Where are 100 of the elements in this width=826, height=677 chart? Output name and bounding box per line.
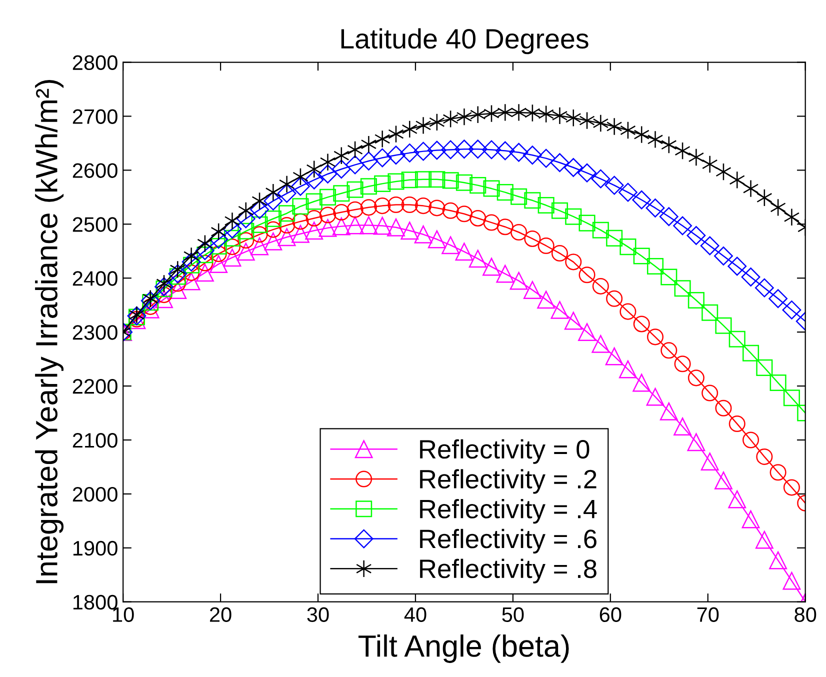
point: [496, 184, 514, 201]
point: [538, 237, 554, 254]
point: [550, 153, 570, 172]
point: [291, 176, 310, 196]
point: [319, 188, 336, 206]
point: [468, 140, 488, 159]
legend-label: Reflectivity = 0: [420, 439, 590, 464]
point: [251, 226, 268, 243]
point: [770, 464, 786, 481]
point: [441, 140, 460, 160]
point: [224, 230, 240, 246]
point: [373, 216, 392, 235]
point: [783, 479, 800, 496]
point: [456, 108, 472, 126]
point: [250, 200, 269, 220]
point: [210, 238, 227, 255]
y-tick-label: 2200: [72, 379, 118, 394]
point: [552, 106, 568, 125]
point: [633, 316, 650, 332]
point: [510, 224, 528, 241]
point: [756, 448, 773, 465]
x-tick-label: 60: [600, 607, 622, 622]
point: [592, 222, 609, 238]
point: [728, 416, 746, 432]
point: [632, 190, 652, 210]
point: [592, 334, 610, 353]
point: [618, 182, 638, 202]
point: [579, 112, 595, 130]
point: [686, 226, 706, 245]
point: [318, 164, 338, 184]
point: [414, 142, 433, 161]
x-tick-label: 20: [210, 607, 232, 622]
point: [400, 143, 420, 162]
point: [483, 214, 500, 231]
y-tick-label: 2100: [72, 432, 118, 448]
point: [154, 277, 174, 296]
point: [606, 290, 623, 307]
y-tick-label: 2000: [72, 486, 118, 502]
point: [578, 323, 596, 342]
point: [306, 193, 322, 210]
point: [784, 208, 800, 226]
point: [142, 294, 159, 311]
point: [728, 256, 747, 276]
point: [633, 248, 650, 264]
point: [605, 347, 624, 366]
point: [388, 196, 404, 213]
point: [536, 148, 556, 168]
point: [484, 104, 500, 122]
point: [564, 158, 583, 177]
point: [359, 152, 378, 170]
point: [388, 173, 404, 190]
point: [236, 242, 255, 261]
point: [264, 221, 282, 238]
point: [372, 148, 392, 168]
point: [415, 198, 432, 214]
point: [387, 218, 405, 236]
point: [496, 264, 514, 283]
point: [551, 202, 568, 219]
point: [333, 185, 350, 202]
point: [156, 286, 172, 304]
point: [728, 490, 746, 508]
point: [182, 272, 200, 290]
legend-label: Reflectivity = .4: [420, 499, 597, 524]
point: [592, 114, 609, 132]
point: [619, 360, 637, 378]
point: [524, 230, 541, 247]
point: [278, 175, 295, 194]
point: [606, 118, 622, 136]
point: [742, 180, 759, 198]
point: [496, 218, 514, 236]
point: [238, 202, 254, 220]
point: [183, 264, 200, 281]
point: [551, 245, 568, 262]
point: [346, 155, 365, 174]
point: [634, 126, 650, 144]
point: [782, 572, 801, 590]
point: [169, 268, 186, 285]
point: [304, 170, 324, 190]
point: [401, 172, 418, 188]
point: [496, 141, 515, 160]
point: [346, 216, 364, 234]
point: [196, 264, 214, 282]
point: [334, 146, 350, 165]
point: [427, 140, 446, 160]
point: [606, 230, 623, 246]
point: [688, 370, 704, 386]
chart-title: Latitude 40 Degrees: [341, 28, 588, 54]
x-tick-label: 70: [697, 607, 719, 622]
point: [210, 255, 228, 274]
y-tick-label: 1900: [73, 540, 118, 556]
point: [400, 222, 419, 240]
point: [700, 236, 720, 256]
point: [715, 400, 732, 416]
point: [168, 264, 188, 284]
point: [168, 281, 187, 299]
point: [388, 125, 404, 144]
point: [456, 174, 472, 191]
point: [264, 191, 283, 210]
point: [497, 104, 513, 122]
point: [537, 290, 556, 309]
